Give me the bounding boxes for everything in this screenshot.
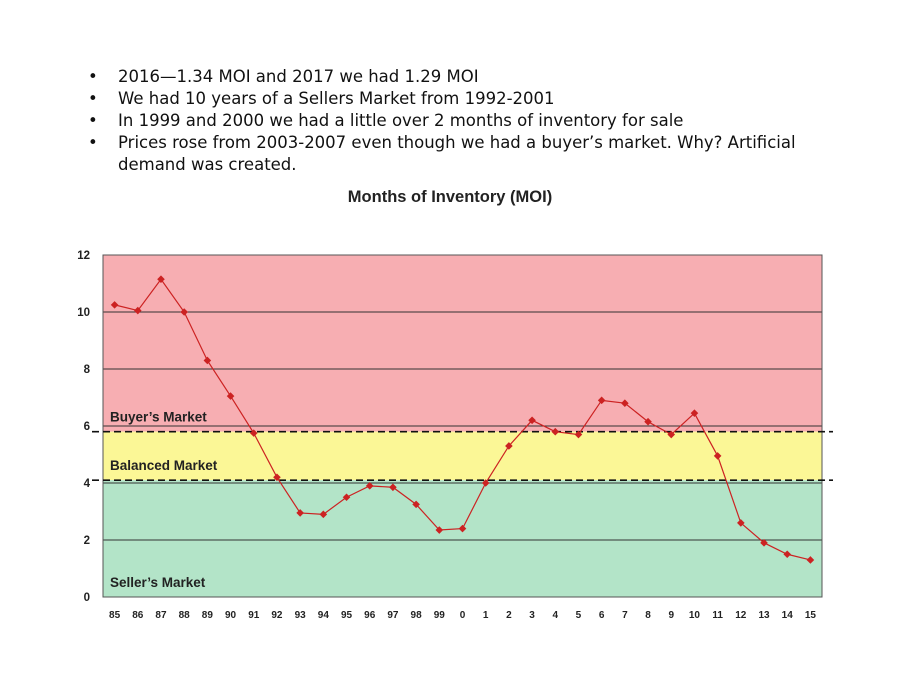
- bullet-dot: •: [88, 111, 98, 130]
- band-label: Balanced Market: [110, 458, 218, 473]
- x-tick-label: 8: [645, 610, 651, 621]
- data-point: [133, 306, 142, 315]
- y-tick-label: 8: [84, 364, 91, 376]
- x-tick-label: 91: [248, 610, 260, 621]
- data-point: [412, 500, 420, 509]
- x-tick-label: 9: [668, 610, 674, 621]
- x-tick-label: 13: [758, 610, 770, 621]
- bullet-text: We had 10 years of a Sellers Market from…: [118, 89, 555, 108]
- x-tick-label: 0: [460, 610, 466, 621]
- data-point: [621, 399, 629, 407]
- data-point: [713, 452, 722, 460]
- x-tick-label: 6: [599, 610, 605, 621]
- band-seller-s-market: [103, 480, 822, 597]
- y-tick-label: 6: [84, 421, 90, 433]
- bullet-dot: •: [88, 133, 98, 152]
- x-tick-label: 88: [179, 610, 191, 621]
- plot-border: [102, 254, 823, 598]
- bullet-list: • 2016—1.34 MOI and 2017 we had 1.29 MOI •…: [88, 66, 848, 176]
- data-point: [644, 417, 652, 426]
- data-point: [458, 524, 467, 533]
- x-tick-label: 85: [109, 610, 121, 621]
- data-point: [296, 509, 304, 517]
- y-tick-label: 4: [84, 478, 91, 490]
- y-tick-label: 12: [77, 250, 90, 262]
- data-point: [226, 392, 235, 400]
- data-point: [551, 427, 560, 436]
- data-point: [667, 430, 676, 439]
- data-point: [273, 473, 281, 482]
- x-tick-label: 95: [341, 610, 353, 621]
- x-tick-label: 11: [712, 610, 723, 621]
- x-tick-label: 12: [735, 610, 747, 621]
- data-point: [203, 356, 212, 365]
- x-tick-label: 3: [529, 610, 535, 621]
- x-tick-label: 7: [622, 610, 628, 621]
- x-tick-label: 99: [434, 610, 446, 621]
- x-tick-label: 2: [506, 610, 512, 621]
- data-point: [180, 308, 188, 316]
- y-tick-label: 0: [84, 592, 90, 604]
- x-tick-label: 89: [202, 610, 214, 621]
- bullet-item: • In 1999 and 2000 we had a little over 2…: [88, 110, 848, 132]
- x-tick-label: 86: [132, 610, 144, 621]
- data-point: [505, 442, 513, 450]
- bullet-item: • We had 10 years of a Sellers Market fro…: [88, 88, 848, 110]
- data-point: [249, 429, 258, 437]
- x-tick-label: 96: [364, 610, 376, 621]
- data-point: [481, 479, 490, 487]
- x-tick-label: 1: [483, 610, 489, 621]
- x-tick-label: 4: [552, 610, 558, 621]
- band-balanced-market: [103, 431, 822, 481]
- data-point: [110, 301, 119, 309]
- data-point: [760, 539, 768, 547]
- bullet-text: In 1999 and 2000 we had a little over 2 …: [118, 111, 684, 130]
- x-tick-label: 15: [805, 610, 817, 621]
- x-tick-label: 98: [411, 610, 423, 621]
- band-buyer-s-market: [103, 255, 822, 432]
- x-tick-label: 93: [295, 610, 307, 621]
- data-point: [528, 416, 536, 425]
- bullet-text: Prices rose from 2003-2007 even though w…: [118, 133, 796, 174]
- data-point: [365, 482, 374, 490]
- x-tick-label: 97: [387, 610, 399, 621]
- y-tick-label: 2: [84, 535, 90, 547]
- x-tick-label: 94: [318, 610, 330, 621]
- data-point: [157, 275, 165, 284]
- bullet-text: 2016—1.34 MOI and 2017 we had 1.29 MOI: [118, 67, 479, 86]
- data-point: [737, 519, 745, 527]
- x-tick-label: 14: [782, 610, 794, 621]
- x-tick-label: 92: [271, 610, 283, 621]
- data-point: [690, 409, 699, 417]
- x-tick-label: 5: [576, 610, 582, 621]
- chart-title: Months of Inventory (MOI): [347, 188, 553, 206]
- bullet-item: • Prices rose from 2003-2007 even though …: [88, 132, 848, 176]
- data-point: [389, 483, 397, 492]
- bullet-item: • 2016—1.34 MOI and 2017 we had 1.29 MOI: [88, 66, 848, 88]
- x-tick-label: 10: [689, 610, 701, 621]
- bullet-dot: •: [88, 67, 98, 86]
- data-point: [574, 430, 583, 439]
- x-tick-label: 87: [155, 610, 167, 621]
- data-point: [806, 556, 815, 564]
- data-point: [597, 396, 606, 405]
- bullet-dot: •: [88, 89, 98, 108]
- data-point: [783, 550, 792, 559]
- data-point: [319, 510, 328, 519]
- band-label: Buyer’s Market: [110, 410, 207, 425]
- data-point: [342, 493, 351, 502]
- band-label: Seller’s Market: [110, 575, 206, 590]
- y-tick-label: 10: [77, 307, 90, 319]
- data-point: [435, 526, 444, 534]
- x-tick-label: 90: [225, 610, 237, 621]
